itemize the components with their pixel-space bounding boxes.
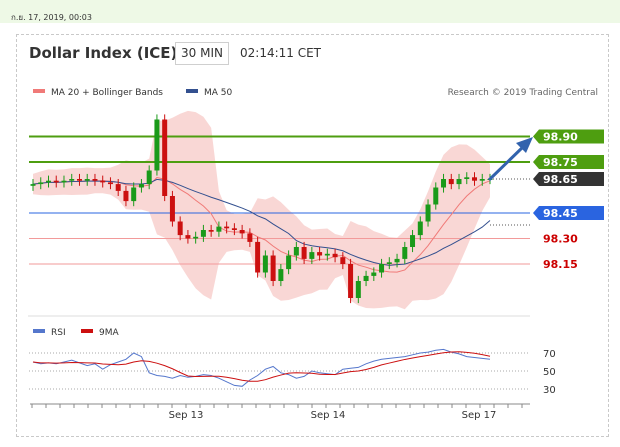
- candle-body: [131, 187, 137, 202]
- rsi-tick-30: 30: [543, 385, 556, 396]
- candle-body: [38, 182, 44, 185]
- candle-body: [417, 221, 423, 236]
- chart-title: Dollar Index (ICE): [29, 44, 178, 62]
- x-tick-label: Sep 14: [311, 410, 346, 421]
- legend-label-rsi-ma: 9MA: [99, 328, 119, 338]
- candle-body: [448, 179, 454, 185]
- candle-body: [386, 262, 392, 264]
- legend-label-ma20: MA 20 + Bollinger Bands: [51, 88, 163, 98]
- level-label-98.90: 98.90: [543, 131, 578, 144]
- candle-body: [177, 221, 183, 236]
- level-label-98.65: 98.65: [543, 173, 578, 186]
- candle-body: [224, 226, 230, 229]
- candle-body: [270, 255, 276, 281]
- candle-body: [371, 272, 377, 276]
- candle-body: [76, 179, 82, 181]
- candle-body: [278, 269, 284, 281]
- candle-body: [464, 177, 470, 179]
- candle-body: [363, 275, 369, 281]
- server-time: 02:14:11 CET: [240, 46, 321, 60]
- candle-body: [301, 247, 307, 259]
- candle-body: [231, 228, 237, 230]
- candle-body: [162, 119, 168, 196]
- level-label-98.45: 98.45: [543, 207, 578, 220]
- candle-body: [441, 179, 447, 188]
- candle-body: [92, 179, 98, 181]
- candle-body: [479, 179, 485, 181]
- candle-body: [317, 252, 323, 256]
- rsi-ma-line: [32, 351, 491, 382]
- projection-arrow-shaft: [487, 143, 527, 182]
- timeframe-button[interactable]: 30 MIN: [175, 42, 229, 65]
- candle-body: [394, 258, 400, 263]
- timestamp: ก.ย. 17, 2019, 00:03: [11, 13, 92, 22]
- level-label-98.15: 98.15: [543, 258, 578, 271]
- legend-swatch-ma20: [33, 89, 45, 93]
- candle-body: [169, 196, 175, 222]
- candle-body: [433, 187, 439, 205]
- candle-body: [193, 236, 199, 239]
- candle-body: [154, 119, 160, 171]
- candle-body: [348, 264, 354, 298]
- projection-arrow-head: [516, 137, 533, 153]
- ma50-line: [32, 178, 491, 266]
- chart-panel: [16, 34, 609, 437]
- rsi-tick-70: 70: [543, 349, 556, 360]
- candle-body: [255, 241, 261, 273]
- candle-body: [30, 184, 36, 186]
- candle-body: [100, 180, 106, 183]
- candle-body: [239, 230, 245, 234]
- candle-body: [200, 230, 206, 237]
- candle-body: [69, 179, 75, 181]
- candle-body: [410, 235, 416, 247]
- rsi-line: [32, 348, 491, 387]
- candle-body: [309, 252, 315, 259]
- candle-body: [340, 257, 346, 264]
- candle-body: [138, 184, 144, 188]
- x-tick-label: Sep 13: [169, 410, 204, 421]
- level-tag-98.45: [533, 206, 604, 220]
- candle-body: [324, 253, 330, 256]
- candle-body: [293, 247, 299, 256]
- candle-body: [425, 204, 431, 222]
- candle-body: [247, 233, 253, 242]
- legend-label-ma50: MA 50: [204, 88, 233, 98]
- legend-swatch-ma50: [186, 89, 198, 93]
- candle-body: [45, 180, 51, 183]
- date-bar: ก.ย. 17, 2019, 00:03: [0, 0, 620, 23]
- legend-label-rsi: RSI: [51, 328, 66, 338]
- candle-body: [208, 230, 214, 232]
- candle-body: [53, 180, 59, 183]
- candle-body: [286, 255, 292, 270]
- candle-body: [185, 235, 191, 239]
- candle-body: [84, 179, 90, 181]
- candle-body: [456, 179, 462, 185]
- candle-body: [61, 180, 67, 183]
- candle-body: [472, 177, 478, 181]
- candle-body: [379, 264, 385, 273]
- candle-body: [262, 255, 268, 273]
- candle-body: [355, 281, 361, 298]
- candle-body: [402, 247, 408, 259]
- candle-body: [146, 170, 152, 185]
- level-tag-98.65: [533, 172, 604, 186]
- bollinger-band: [33, 110, 490, 310]
- level-label-98.75: 98.75: [543, 156, 578, 169]
- candle-body: [123, 190, 129, 202]
- legend-swatch-rsi: [33, 329, 45, 333]
- credit-text: Research © 2019 Trading Central: [448, 88, 598, 98]
- candle-body: [332, 253, 338, 258]
- legend-swatch-rsi-ma: [81, 329, 93, 333]
- level-tag-98.90: [533, 129, 604, 144]
- candle-body: [107, 182, 113, 185]
- level-label-98.30: 98.30: [543, 233, 578, 246]
- x-tick-label: Sep 17: [462, 410, 497, 421]
- rsi-tick-50: 50: [543, 367, 556, 378]
- level-tag-98.75: [533, 155, 604, 169]
- candle-body: [115, 184, 121, 191]
- candle-body: [216, 226, 222, 232]
